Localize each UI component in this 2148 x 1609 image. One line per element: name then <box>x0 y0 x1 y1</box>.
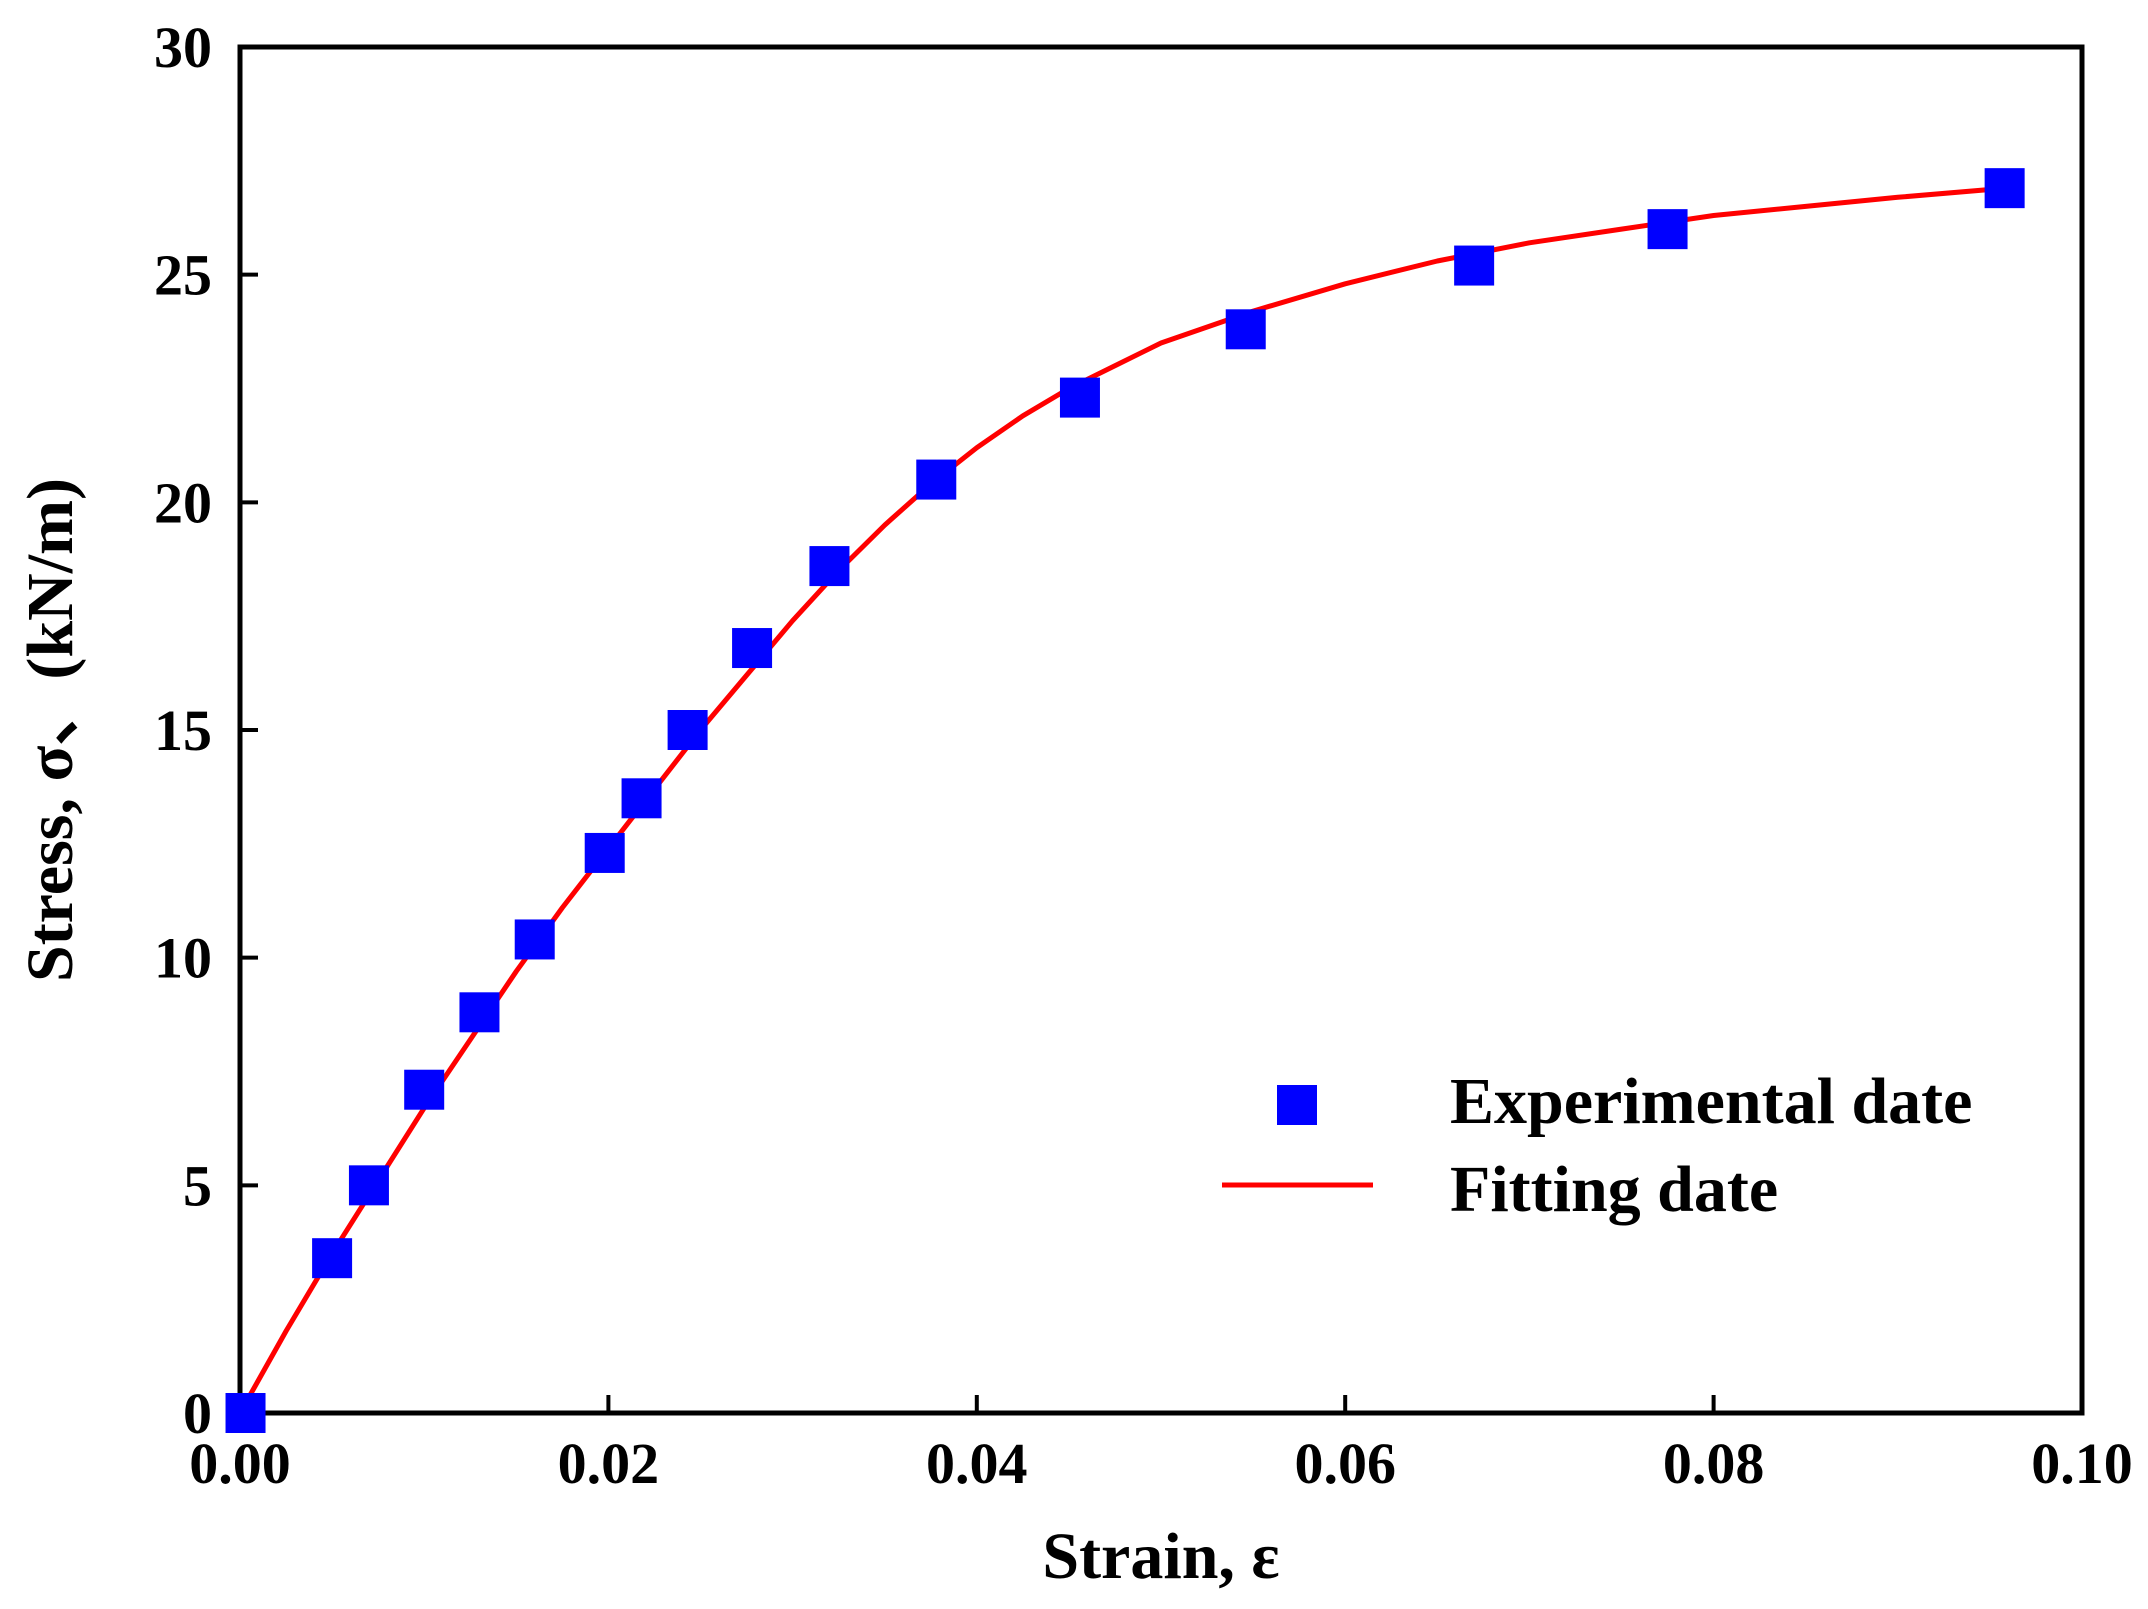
y-tick-label: 25 <box>154 243 212 308</box>
experimental-point <box>1647 209 1688 250</box>
legend-label-fitting: Fitting date <box>1450 1153 1778 1226</box>
y-tick-labels: 0 5 10 15 20 25 30 <box>154 15 212 1446</box>
experimental-point <box>667 710 708 750</box>
y-tick-label: 0 <box>183 1381 212 1446</box>
fitting-curve <box>237 185 2008 1416</box>
experimental-point <box>404 1069 445 1110</box>
legend-marker-experimental <box>1277 1085 1317 1125</box>
x-tick-label: 0.06 <box>1294 1431 1396 1496</box>
y-tick-label: 5 <box>183 1153 212 1218</box>
y-tick-label: 10 <box>154 926 212 991</box>
legend: Experimental date Fitting date <box>1222 1065 1972 1226</box>
x-axis-title: Strain, ε <box>1042 1520 1279 1593</box>
y-tick-label: 15 <box>154 698 212 763</box>
experimental-point <box>1059 377 1100 418</box>
legend-label-experimental: Experimental date <box>1450 1065 1972 1138</box>
experimental-point <box>809 546 850 587</box>
experimental-markers-layer <box>225 168 2025 1433</box>
x-tick-label: 0.08 <box>1663 1431 1765 1496</box>
experimental-point <box>348 1165 389 1206</box>
x-tick-label: 0.04 <box>926 1431 1028 1496</box>
experimental-point <box>1225 309 1266 350</box>
y-tick-label: 30 <box>154 15 212 80</box>
x-tick-label: 0.00 <box>189 1431 291 1496</box>
experimental-point <box>732 628 773 669</box>
y-tick-label: 20 <box>154 470 212 535</box>
fitting-curve-layer <box>237 185 2008 1416</box>
tick-marks <box>240 272 1716 1413</box>
experimental-point <box>459 992 500 1033</box>
plot-frame <box>237 44 2085 1416</box>
x-tick-label: 0.02 <box>558 1431 660 1496</box>
x-tick-labels: 0.00 0.02 0.04 0.06 0.08 0.10 <box>189 1431 2133 1496</box>
experimental-point <box>225 1393 266 1433</box>
y-axis-title: Stress, σ、(kN/m) <box>14 478 87 982</box>
x-tick-label: 0.10 <box>2031 1431 2133 1496</box>
experimental-point <box>312 1238 353 1279</box>
experimental-point <box>584 832 625 873</box>
experimental-point <box>916 459 957 500</box>
experimental-point <box>514 919 555 960</box>
experimental-point <box>1454 245 1495 286</box>
experimental-point <box>1984 168 2025 209</box>
experimental-point <box>621 778 662 819</box>
